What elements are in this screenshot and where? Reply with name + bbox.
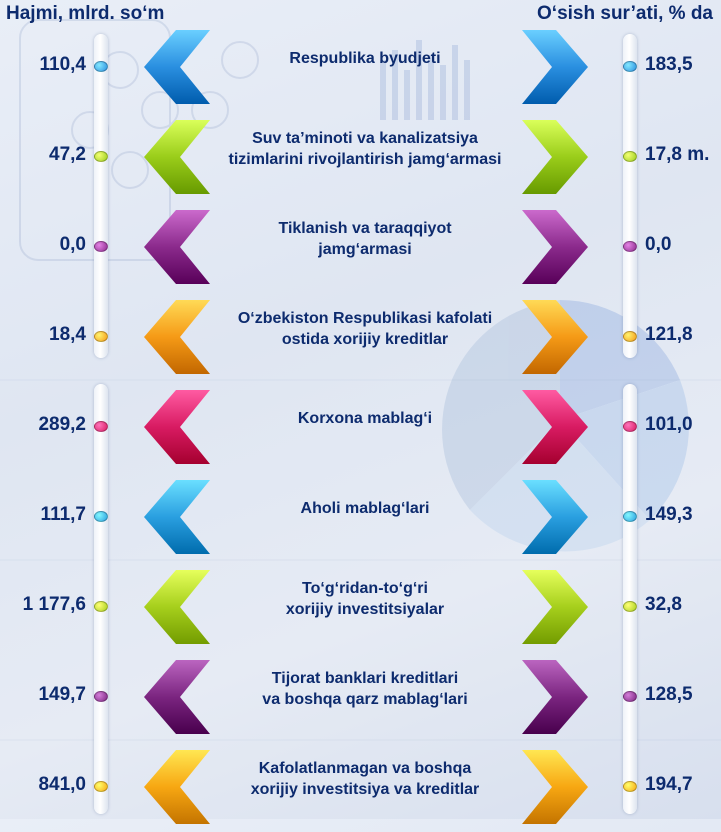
table-row: 111,7 Aholi mablag‘lari 149,3	[0, 472, 721, 562]
category-label: Tiklanish va taraqqiyot jamg‘armasi	[215, 218, 515, 260]
growth-value: 17,8 m.	[645, 144, 710, 165]
table-row: 841,0 Kafolatlanmagan va boshqa xorijiy in…	[0, 742, 721, 832]
table-row: 149,7 Tijorat banklari kreditlari va boshq…	[0, 652, 721, 742]
category-label-line: ostida xorijiy kreditlar	[281, 331, 449, 348]
left-chevron-mark	[144, 120, 210, 194]
category-label-line: tizimlarini rivojlantirish jamg‘armasi	[228, 151, 502, 168]
right-marker-dot	[623, 691, 637, 702]
category-label-line: xorijiy investitsiya va kreditlar	[250, 781, 480, 798]
right-marker-dot	[623, 241, 637, 252]
volume-value: 18,4	[49, 324, 86, 345]
right-rail-bottom	[623, 384, 637, 814]
right-chevron-mark	[522, 570, 588, 644]
category-label-line: Korxona mablag‘i	[297, 410, 433, 427]
right-marker-dot	[623, 421, 637, 432]
table-row: 1 177,6 To‘g‘ridan-to‘g‘ri xorijiy investi…	[0, 562, 721, 652]
right-chevron-mark	[522, 300, 588, 374]
volume-value: 110,4	[39, 54, 87, 75]
category-label-line: xorijiy investitsiyalar	[285, 601, 445, 618]
left-column-header: Hajmi, mlrd. so‘m	[6, 3, 165, 24]
category-label: Kafolatlanmagan va boshqa xorijiy investi…	[215, 758, 515, 800]
left-marker-dot	[94, 691, 108, 702]
left-chevron-mark	[144, 210, 210, 284]
left-chevron-mark	[144, 570, 210, 644]
volume-value: 1 177,6	[22, 594, 86, 615]
right-marker-dot	[623, 61, 637, 72]
table-row: 0,0 Tiklanish va taraqqiyot jamg‘armasi 0,0	[0, 202, 721, 292]
growth-value: 128,5	[645, 684, 693, 705]
volume-value: 149,7	[38, 684, 86, 705]
category-label-line: Tijorat banklari kreditlari	[271, 670, 459, 687]
left-chevron-mark	[144, 480, 210, 554]
left-marker-dot	[94, 781, 108, 792]
right-chevron-mark	[522, 660, 588, 734]
left-marker-dot	[94, 511, 108, 522]
right-marker-dot	[623, 601, 637, 612]
table-row: 18,4 O‘zbekiston Respublikasi kafolati ost…	[0, 292, 721, 382]
left-rail-top	[94, 34, 108, 358]
right-chevron-mark	[522, 210, 588, 284]
right-chevron-mark	[522, 390, 588, 464]
category-label: Respublika byudjeti	[215, 48, 515, 69]
left-marker-dot	[94, 61, 108, 72]
growth-value: 149,3	[645, 504, 693, 525]
category-label-line: To‘g‘ridan-to‘g‘ri	[302, 580, 428, 597]
right-chevron-mark	[522, 750, 588, 824]
category-label: O‘zbekiston Respublikasi kafolati ostida …	[215, 308, 515, 350]
table-row: 47,2 Suv ta’minoti va kanalizatsiya tiziml…	[0, 112, 721, 202]
left-chevron-mark	[144, 750, 210, 824]
volume-value: 841,0	[38, 774, 86, 795]
growth-value: 121,8	[645, 324, 693, 345]
growth-value: 183,5	[645, 54, 693, 75]
right-chevron-mark	[522, 120, 588, 194]
right-chevron-mark	[522, 30, 588, 104]
growth-value: 32,8	[645, 594, 682, 615]
category-label-line: Respublika byudjeti	[289, 50, 441, 67]
category-label: To‘g‘ridan-to‘g‘ri xorijiy investitsiyala…	[215, 578, 515, 620]
volume-value: 47,2	[49, 144, 86, 165]
growth-value: 101,0	[645, 414, 693, 435]
left-marker-dot	[94, 151, 108, 162]
category-label: Suv ta’minoti va kanalizatsiya tizimlarin…	[215, 128, 515, 170]
category-label-line: Suv ta’minoti va kanalizatsiya	[252, 130, 478, 147]
growth-value: 194,7	[645, 774, 693, 795]
left-rail-bottom	[94, 384, 108, 814]
category-label-line: Aholi mablag‘lari	[300, 500, 430, 517]
right-marker-dot	[623, 151, 637, 162]
growth-value: 0,0	[645, 234, 672, 255]
right-rail-top	[623, 34, 637, 358]
category-label: Tijorat banklari kreditlari va boshqa qar…	[215, 668, 515, 710]
volume-value: 111,7	[40, 504, 86, 525]
table-row: 110,4 Respublika byudjeti 183,5	[0, 22, 721, 112]
left-chevron-mark	[144, 300, 210, 374]
left-marker-dot	[94, 601, 108, 612]
category-label-line: O‘zbekiston Respublikasi kafolati	[237, 310, 493, 327]
right-marker-dot	[623, 511, 637, 522]
volume-value: 0,0	[59, 234, 86, 255]
volume-value: 289,2	[38, 414, 86, 435]
category-label-line: jamg‘armasi	[318, 241, 412, 258]
category-label: Korxona mablag‘i	[215, 408, 515, 429]
table-row: 289,2 Korxona mablag‘i 101,0	[0, 382, 721, 472]
left-marker-dot	[94, 421, 108, 432]
left-chevron-mark	[144, 390, 210, 464]
category-label: Aholi mablag‘lari	[215, 498, 515, 519]
right-column-header: O‘sish sur’ati, % da	[537, 3, 713, 24]
left-chevron-mark	[144, 30, 210, 104]
category-label-line: Tiklanish va taraqqiyot	[278, 220, 452, 237]
category-label-line: Kafolatlanmagan va boshqa	[258, 760, 472, 777]
left-chevron-mark	[144, 660, 210, 734]
right-marker-dot	[623, 331, 637, 342]
left-marker-dot	[94, 241, 108, 252]
category-label-line: va boshqa qarz mablag‘lari	[262, 691, 468, 708]
left-marker-dot	[94, 331, 108, 342]
right-marker-dot	[623, 781, 637, 792]
right-chevron-mark	[522, 480, 588, 554]
